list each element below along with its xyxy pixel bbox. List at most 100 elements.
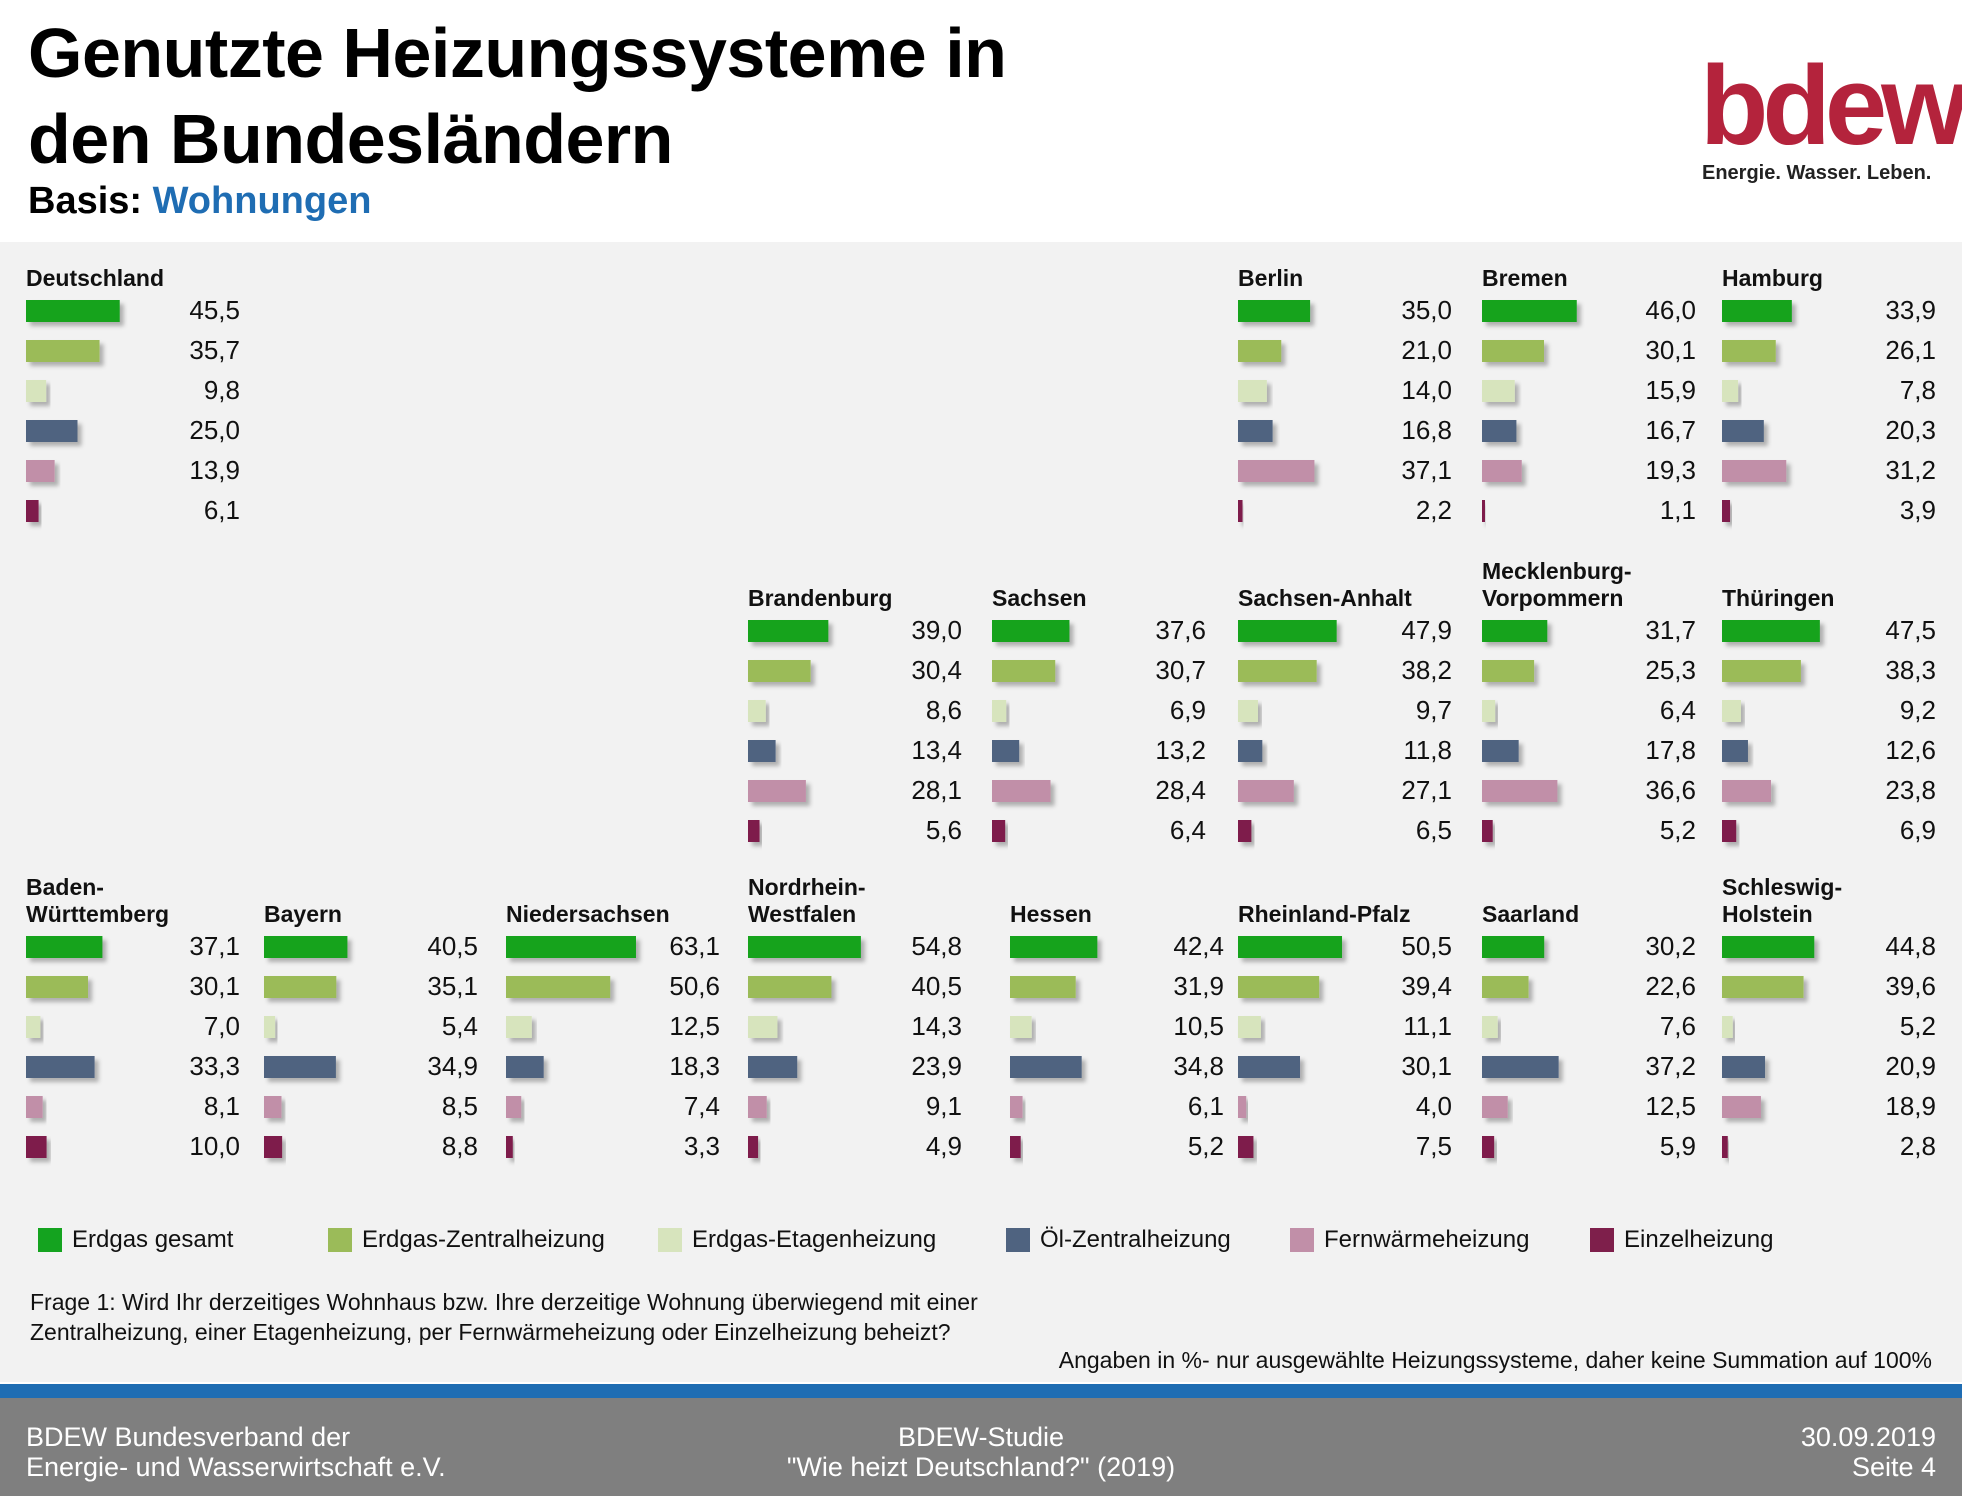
value-label-mecklenburg-vorpommern-erdgas-gesamt: 31,7: [1645, 615, 1696, 645]
value-label-nordrhein-westfalen-einzelheizung: 4,9: [926, 1131, 962, 1161]
value-label-sachsen-anhalt-erdgas-gesamt: 47,9: [1401, 615, 1452, 645]
value-label-sachsen-erdgas-gesamt: 37,6: [1155, 615, 1206, 645]
bar-saarland-oel-zentralheizung: [1482, 1056, 1559, 1078]
basis-value: Wohnungen: [152, 180, 372, 222]
value-label-schleswig-holstein-einzelheizung: 2,8: [1900, 1131, 1936, 1161]
region-thueringen: Thüringen 47,5 38,3 9,2 12,6 23,8 6,9: [1722, 585, 1936, 845]
bar-thueringen-erdgas-etagenheizung: [1722, 700, 1741, 722]
region-nordrhein-westfalen: Nordrhein-Westfalen 54,8 40,5 14,3 23,9 9,1 4,…: [748, 874, 962, 1161]
region-deutschland: Deutschland 45,5 35,7 9,8 25,0 13,9 6,1: [26, 265, 240, 525]
value-label-mecklenburg-vorpommern-einzelheizung: 5,2: [1660, 815, 1696, 845]
bar-rheinland-pfalz-einzelheizung: [1238, 1136, 1254, 1158]
bar-schleswig-holstein-erdgas-etagenheizung: [1722, 1016, 1733, 1038]
value-label-bayern-erdgas-gesamt: 40,5: [427, 931, 478, 961]
bar-saarland-fernwaermeheizung: [1482, 1096, 1508, 1118]
value-label-saarland-erdgas-etagenheizung: 7,6: [1660, 1011, 1696, 1041]
legend-swatch: [1290, 1228, 1314, 1252]
value-label-schleswig-holstein-oel-zentralheizung: 20,9: [1885, 1051, 1936, 1081]
legend-label: Fernwärmeheizung: [1324, 1226, 1530, 1253]
region-label-hessen: Hessen: [1010, 901, 1092, 927]
bar-baden-wuerttemberg-einzelheizung: [26, 1136, 47, 1158]
value-label-berlin-erdgas-zentralheizung: 21,0: [1401, 335, 1452, 365]
region-bremen: Bremen 46,0 30,1 15,9 16,7 19,3 1,1: [1482, 265, 1696, 525]
legend-label: Erdgas gesamt: [72, 1226, 234, 1253]
bar-berlin-erdgas-etagenheizung: [1238, 380, 1267, 402]
bar-deutschland-einzelheizung: [26, 500, 39, 522]
value-label-sachsen-einzelheizung: 6,4: [1170, 815, 1206, 845]
value-label-thueringen-fernwaermeheizung: 23,8: [1885, 775, 1936, 805]
bar-hamburg-erdgas-gesamt: [1722, 300, 1792, 322]
bar-mecklenburg-vorpommern-erdgas-gesamt: [1482, 620, 1548, 642]
bar-schleswig-holstein-erdgas-gesamt: [1722, 936, 1815, 958]
value-label-deutschland-fernwaermeheizung: 13,9: [189, 455, 240, 485]
value-label-saarland-erdgas-gesamt: 30,2: [1645, 931, 1696, 961]
region-label-berlin: Berlin: [1238, 265, 1303, 291]
value-label-berlin-erdgas-gesamt: 35,0: [1401, 295, 1452, 325]
legend-label: Erdgas-Etagenheizung: [692, 1226, 937, 1253]
bar-baden-wuerttemberg-oel-zentralheizung: [26, 1056, 95, 1078]
bar-bremen-fernwaermeheizung: [1482, 460, 1522, 482]
value-label-hessen-fernwaermeheizung: 6,1: [1188, 1091, 1224, 1121]
bdew-logo: bdew Energie. Wasser. Leben.: [1690, 50, 1962, 190]
bar-niedersachsen-erdgas-etagenheizung: [506, 1016, 532, 1038]
bar-sachsen-anhalt-erdgas-gesamt: [1238, 620, 1337, 642]
value-label-hessen-erdgas-zentralheizung: 31,9: [1173, 971, 1224, 1001]
value-label-mecklenburg-vorpommern-oel-zentralheizung: 17,8: [1645, 735, 1696, 765]
value-label-mecklenburg-vorpommern-erdgas-zentralheizung: 25,3: [1645, 655, 1696, 685]
value-label-saarland-oel-zentralheizung: 37,2: [1645, 1051, 1696, 1081]
value-label-hamburg-erdgas-etagenheizung: 7,8: [1900, 375, 1936, 405]
region-sachsen-anhalt: Sachsen-Anhalt 47,9 38,2 9,7 11,8 27,1 6,5: [1238, 585, 1452, 845]
region-label-deutschland: Deutschland: [26, 265, 164, 291]
value-label-berlin-oel-zentralheizung: 16,8: [1401, 415, 1452, 445]
region-label-brandenburg: Brandenburg: [748, 585, 892, 611]
logo-tagline: Energie. Wasser. Leben.: [1702, 162, 1932, 184]
bar-sachsen-anhalt-fernwaermeheizung: [1238, 780, 1294, 802]
value-label-schleswig-holstein-erdgas-gesamt: 44,8: [1885, 931, 1936, 961]
bar-baden-wuerttemberg-fernwaermeheizung: [26, 1096, 43, 1118]
value-label-baden-wuerttemberg-oel-zentralheizung: 33,3: [189, 1051, 240, 1081]
region-label-baden-wuerttemberg: Württemberg: [26, 901, 169, 927]
legend-label: Öl-Zentralheizung: [1040, 1226, 1231, 1253]
region-label-niedersachsen: Niedersachsen: [506, 901, 670, 927]
value-label-rheinland-pfalz-erdgas-gesamt: 50,5: [1401, 931, 1452, 961]
value-label-bayern-fernwaermeheizung: 8,5: [442, 1091, 478, 1121]
bar-nordrhein-westfalen-fernwaermeheizung: [748, 1096, 767, 1118]
bar-berlin-einzelheizung: [1238, 500, 1243, 522]
bar-hessen-fernwaermeheizung: [1010, 1096, 1023, 1118]
value-label-mecklenburg-vorpommern-fernwaermeheizung: 36,6: [1645, 775, 1696, 805]
bar-deutschland-fernwaermeheizung: [26, 460, 55, 482]
bar-bremen-erdgas-etagenheizung: [1482, 380, 1515, 402]
value-label-bayern-erdgas-etagenheizung: 5,4: [442, 1011, 478, 1041]
value-label-sachsen-fernwaermeheizung: 28,4: [1155, 775, 1206, 805]
legend-label: Einzelheizung: [1624, 1226, 1774, 1253]
region-label-sachsen-anhalt: Sachsen-Anhalt: [1238, 585, 1412, 611]
bar-rheinland-pfalz-erdgas-gesamt: [1238, 936, 1343, 958]
value-label-brandenburg-fernwaermeheizung: 28,1: [911, 775, 962, 805]
value-label-hessen-oel-zentralheizung: 34,8: [1173, 1051, 1224, 1081]
bar-brandenburg-erdgas-zentralheizung: [748, 660, 811, 682]
basis-line: Basis: Wohnungen: [28, 180, 371, 223]
heating-systems-chart: Deutschland 45,5 35,7 9,8 25,0 13,9 6,1 Berlin 3…: [26, 265, 1936, 1161]
bar-nordrhein-westfalen-erdgas-etagenheizung: [748, 1016, 778, 1038]
bar-baden-wuerttemberg-erdgas-etagenheizung: [26, 1016, 41, 1038]
bar-hamburg-fernwaermeheizung: [1722, 460, 1787, 482]
value-label-deutschland-erdgas-gesamt: 45,5: [189, 295, 240, 325]
bar-brandenburg-fernwaermeheizung: [748, 780, 806, 802]
value-label-bremen-einzelheizung: 1,1: [1660, 495, 1696, 525]
page-title: Genutzte Heizungssysteme in den Bundeslä…: [28, 10, 1007, 182]
bar-bayern-erdgas-zentralheizung: [264, 976, 337, 998]
bar-thueringen-fernwaermeheizung: [1722, 780, 1772, 802]
region-label-nordrhein-westfalen: Nordrhein-: [748, 874, 866, 900]
bar-bremen-einzelheizung: [1482, 500, 1485, 522]
region-bayern: Bayern 40,5 35,1 5,4 34,9 8,5 8,8: [264, 901, 478, 1161]
bar-brandenburg-erdgas-etagenheizung: [748, 700, 766, 722]
bar-brandenburg-oel-zentralheizung: [748, 740, 776, 762]
region-label-nordrhein-westfalen: Westfalen: [748, 901, 856, 927]
bar-mecklenburg-vorpommern-fernwaermeheizung: [1482, 780, 1558, 802]
value-label-niedersachsen-erdgas-etagenheizung: 12,5: [669, 1011, 720, 1041]
value-label-saarland-einzelheizung: 5,9: [1660, 1131, 1696, 1161]
bar-deutschland-erdgas-etagenheizung: [26, 380, 47, 402]
value-label-rheinland-pfalz-oel-zentralheizung: 30,1: [1401, 1051, 1452, 1081]
region-hamburg: Hamburg 33,9 26,1 7,8 20,3 31,2 3,9: [1722, 265, 1936, 525]
value-label-deutschland-oel-zentralheizung: 25,0: [189, 415, 240, 445]
